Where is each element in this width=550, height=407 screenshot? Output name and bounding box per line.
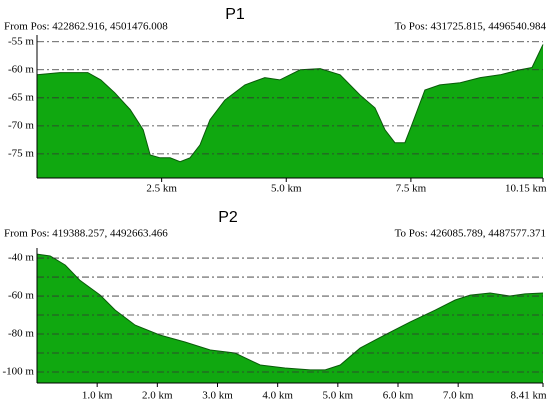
x-tick-label: 2.5 km xyxy=(146,183,177,195)
profile-line xyxy=(36,44,544,163)
x-tick-label: 6.0 km xyxy=(383,390,414,402)
x-tick-label: 2.0 km xyxy=(142,390,173,402)
from-position: From Pos: 422862.916, 4501476.008 xyxy=(4,21,168,33)
y-tick-label: -100 m xyxy=(3,366,35,378)
y-tick-label: -70 m xyxy=(8,119,34,131)
chart-title: P1 xyxy=(225,6,245,23)
x-tick-label: 5.0 km xyxy=(323,390,354,402)
y-tick-label: -60 m xyxy=(8,290,34,302)
x-tick-label: 5.0 km xyxy=(271,183,302,195)
to-position: To Pos: 431725.815, 4496540.984 xyxy=(395,21,547,33)
y-tick-label: -65 m xyxy=(8,91,34,103)
x-tick-label: 1.0 km xyxy=(82,390,113,402)
x-tick-label: 3.0 km xyxy=(202,390,233,402)
x-tick-label: 10.15 km xyxy=(505,183,547,195)
x-tick-label: 4.0 km xyxy=(262,390,293,402)
y-tick-label: -60 m xyxy=(8,63,34,75)
x-tick-label: 8.41 km xyxy=(511,390,548,402)
x-tick-label: 7.5 km xyxy=(396,183,427,195)
from-position: From Pos: 419388.257, 4492663.466 xyxy=(4,228,168,240)
to-position: To Pos: 426085.789, 4487577.371 xyxy=(395,228,546,240)
area xyxy=(37,254,543,383)
y-tick-label: -80 m xyxy=(8,328,34,340)
chart-title: P2 xyxy=(218,209,238,226)
y-tick-label: -55 m xyxy=(8,35,34,47)
y-tick-label: -75 m xyxy=(8,147,34,159)
area xyxy=(37,44,543,178)
y-tick-label: -40 m xyxy=(8,252,34,264)
x-tick-label: 7.0 km xyxy=(443,390,474,402)
